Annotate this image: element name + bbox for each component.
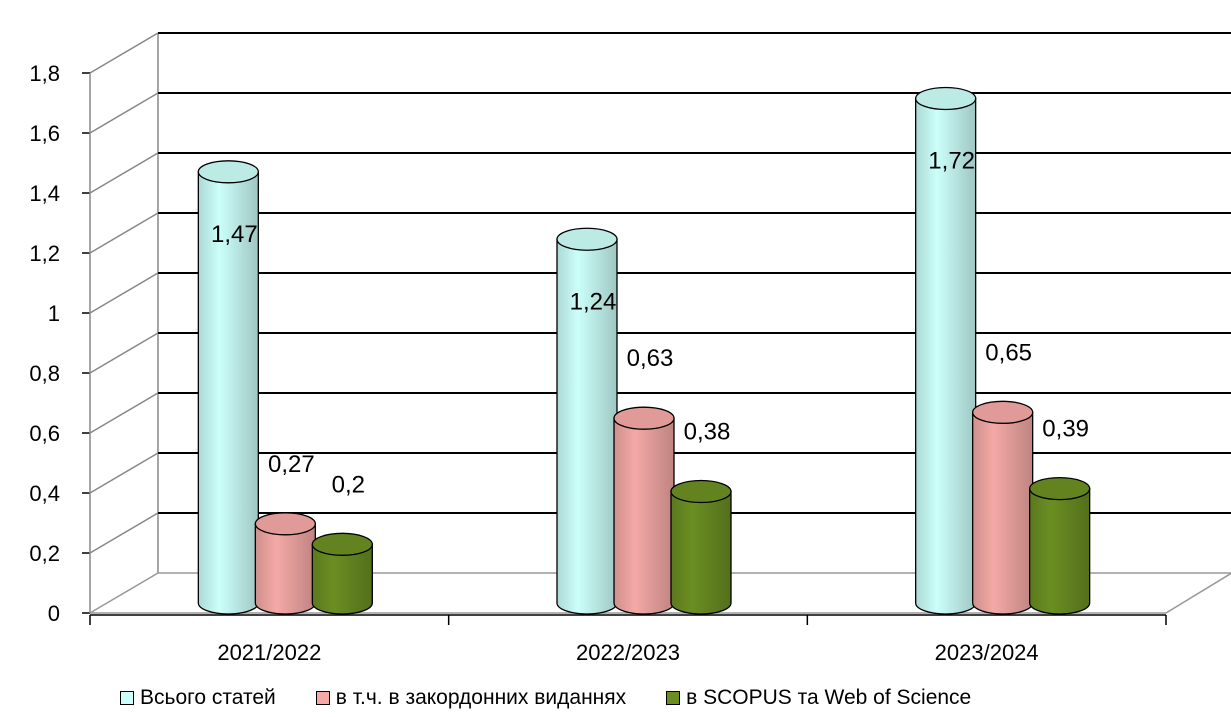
legend-label-scopus: в SCOPUS та Web of Science	[686, 686, 972, 709]
x-axis: 2021/2022 2022/2023 2023/2024	[89, 614, 1167, 665]
y-tick-label: 0	[48, 601, 60, 626]
legend-label-total: Всього статей	[140, 686, 276, 709]
side-wall-gridline	[89, 452, 159, 494]
back-grid	[89, 32, 1231, 614]
data-label: 1,24	[570, 288, 617, 315]
legend-swatch-total	[120, 691, 134, 705]
x-tick-label: 2022/2023	[576, 640, 680, 665]
bar-2-1	[254, 512, 316, 615]
bar-2-3	[972, 400, 1034, 615]
side-wall-gridline	[89, 212, 159, 254]
bar-body	[613, 417, 675, 615]
bar-top	[556, 227, 618, 251]
data-label: 0,2	[332, 471, 365, 498]
bar-body	[670, 490, 732, 615]
data-labels: 1,47 0,27 0,2 1,24 0,63 0,38 1,72 0,65 0,39	[211, 147, 1089, 498]
bar-1-2	[556, 227, 618, 615]
bar-1-3	[915, 86, 977, 615]
legend: Всього статей в т.ч. в закордонних видан…	[120, 686, 1011, 710]
legend-item-total: Всього статей	[120, 686, 276, 710]
y-tick-label: 1,6	[29, 121, 60, 146]
data-label: 1,47	[211, 221, 258, 248]
data-label: 1,72	[928, 147, 975, 174]
legend-swatch-foreign	[315, 691, 330, 705]
bar-top	[1029, 476, 1091, 501]
y-tick-label: 1,8	[29, 61, 60, 86]
data-label: 0,38	[684, 419, 731, 446]
y-tick-label: 0,2	[29, 541, 60, 566]
floor-front-edge	[90, 572, 1231, 614]
bar-top	[311, 532, 373, 556]
bars	[197, 86, 1091, 615]
floor-back-edge	[89, 572, 1231, 614]
y-tick-label: 1	[48, 301, 60, 326]
bar-body	[1029, 487, 1091, 615]
bar-2-2	[613, 406, 675, 615]
legend-item-foreign: в т.ч. в закордонних виданнях	[315, 686, 627, 710]
bar-3-1	[311, 532, 373, 615]
y-tick-label: 1,2	[29, 241, 60, 266]
side-wall-gridline	[89, 272, 159, 314]
data-label: 0,27	[268, 451, 315, 478]
y-tick-label: 0,8	[29, 361, 60, 386]
bar-top	[670, 479, 732, 504]
bar-top	[254, 512, 316, 536]
bar-top	[915, 86, 977, 111]
y-axis: 0 0,2 0,4 0,6 0,8 1 1,2 1,4 1,6 1,8	[29, 61, 91, 626]
legend-swatch-scopus	[666, 691, 681, 705]
side-wall-gridline	[89, 512, 159, 554]
side-wall-gridline	[89, 92, 159, 134]
y-tick-label: 0,4	[29, 481, 60, 506]
data-label: 0,65	[985, 339, 1032, 366]
data-label: 0,63	[627, 345, 674, 372]
side-wall-gridline	[89, 32, 159, 74]
x-tick-label: 2023/2024	[935, 640, 1039, 665]
side-wall-gridline	[89, 392, 159, 434]
bar-top	[613, 406, 675, 430]
bar-top	[972, 400, 1034, 424]
bar-top	[197, 160, 259, 184]
side-wall-gridline	[89, 152, 159, 194]
legend-item-scopus: в SCOPUS та Web of Science	[666, 686, 971, 710]
bar-3-3	[1029, 476, 1091, 615]
bar-body	[254, 523, 316, 615]
data-label: 0,39	[1042, 416, 1089, 443]
y-tick-label: 0,6	[29, 421, 60, 446]
side-wall-gridline	[89, 332, 159, 374]
bar-3-2	[670, 479, 732, 615]
bar-body	[311, 543, 373, 615]
y-tick-label: 1,4	[29, 181, 60, 206]
x-tick-label: 2021/2022	[217, 640, 321, 665]
bar-body	[972, 411, 1034, 615]
bar-body	[915, 97, 977, 615]
legend-label-foreign: в т.ч. в закордонних виданнях	[335, 686, 627, 709]
